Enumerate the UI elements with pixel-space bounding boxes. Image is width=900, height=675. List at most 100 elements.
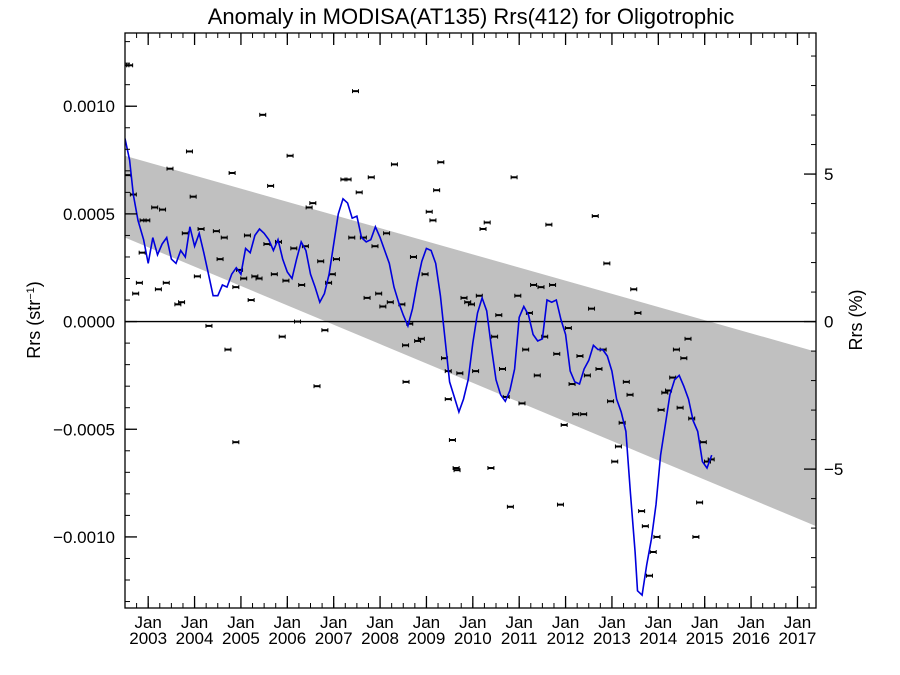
data-point [634,310,642,315]
data-point [126,63,134,68]
data-point [460,295,468,300]
data-point [421,272,429,277]
data-point [309,201,317,206]
data-point [143,218,151,223]
x-tick-month: Jan [459,613,486,632]
data-point [132,291,140,296]
data-point [537,285,545,290]
data-point [332,257,340,262]
data-point [344,177,352,182]
x-tick-month: Jan [598,613,625,632]
data-points [125,63,715,578]
data-point [409,254,417,259]
data-point [402,379,410,384]
data-point [154,287,162,292]
data-point [135,280,143,285]
data-point [444,397,452,402]
data-point [417,336,425,341]
data-point [672,347,680,352]
data-point [630,287,638,292]
y-axis-left-label: Rrs (str−1) [24,281,44,359]
data-point [591,214,599,219]
plot-frame [124,32,817,609]
data-point [351,89,359,94]
x-tick-month: Jan [784,613,811,632]
data-point [162,280,170,285]
data-point [379,304,387,309]
data-point [402,343,410,348]
x-tick-month: Jan [505,613,532,632]
data-point [467,302,475,307]
right-tick-label: 0 [824,313,833,332]
x-tick-month: Jan [737,613,764,632]
x-tick-year: 2006 [268,629,306,648]
data-point [294,319,302,324]
x-tick-month: Jan [320,613,347,632]
data-point [270,272,278,277]
x-tick-year: 2014 [639,629,677,648]
data-point [433,188,441,193]
x-tick-year: 2015 [686,629,724,648]
x-tick-year: 2016 [732,629,770,648]
y-axis-left-label-sup: −1 [25,287,37,300]
data-point [638,509,646,514]
x-tick-year: 2011 [501,629,538,648]
data-point [363,295,371,300]
data-point [611,459,619,464]
plot-area [125,63,816,597]
data-point [448,438,456,443]
data-point [622,379,630,384]
data-point [514,293,522,298]
data-point [545,222,553,227]
data-point [580,412,588,417]
x-tick-year: 2013 [593,629,631,648]
confidence-band [125,155,816,527]
data-point [138,250,146,255]
data-point [572,412,580,417]
data-point [267,183,275,188]
data-point [491,334,499,339]
data-point [371,244,379,249]
x-tick-year: 2009 [408,629,446,648]
data-point [498,366,506,371]
data-point [595,366,603,371]
data-point [676,405,684,410]
data-point [522,347,530,352]
y-tick-label: 0.0010 [63,97,115,116]
data-point [487,466,495,471]
data-point [193,274,201,279]
data-point [626,392,634,397]
y-tick-label: 0.0000 [63,313,115,332]
data-point [530,282,538,287]
data-point [495,313,503,318]
data-point [278,334,286,339]
data-point [228,170,236,175]
data-point [576,354,584,359]
data-point [174,302,182,307]
data-point [437,160,445,165]
data-point [479,226,487,231]
data-point [205,323,213,328]
y-tick-label: −0.0005 [53,420,115,439]
data-point [641,524,649,529]
data-point [243,233,251,238]
x-tick-year: 2003 [129,629,167,648]
data-point [456,371,464,376]
data-point [367,175,375,180]
data-point [607,399,615,404]
data-point [533,373,541,378]
data-point [556,502,564,507]
data-point [224,347,232,352]
x-tick-month: Jan [413,613,440,632]
data-point [375,291,383,296]
data-point [696,500,704,505]
data-point [688,416,696,421]
data-point [282,278,290,283]
data-point [286,153,294,158]
chart-title: Anomaly in MODISA(AT135) Rrs(412) for Ol… [208,4,735,29]
data-point [560,422,568,427]
data-point [549,282,557,287]
data-point [386,300,394,305]
x-tick-year: 2007 [315,629,353,648]
